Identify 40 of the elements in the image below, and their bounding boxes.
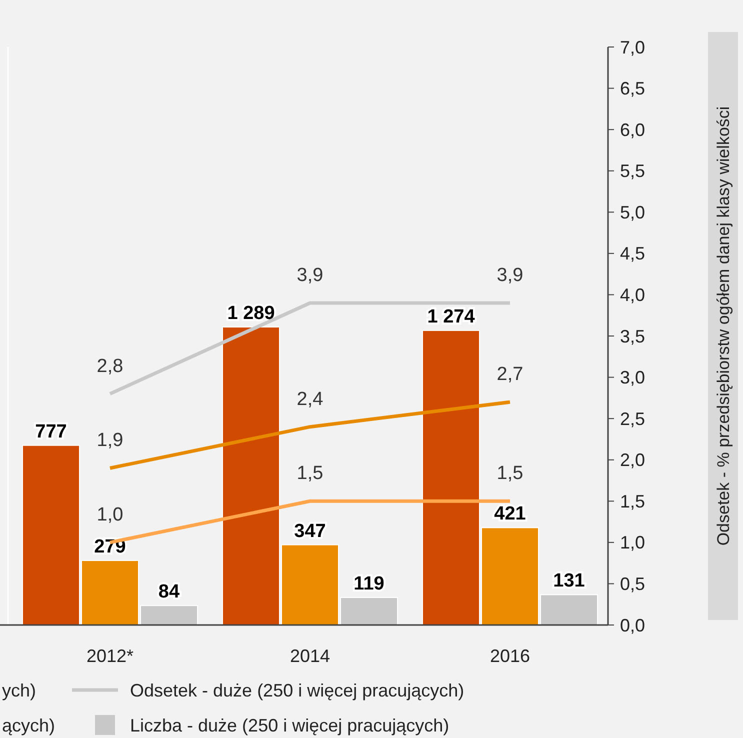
y2-tick-label: 1,5 [620,491,646,512]
x-tick-label: 2012* [86,646,134,666]
data-label: 1,5 [496,463,524,484]
y2-tick-label: 3,0 [620,368,646,388]
y2-tick-label: 5,5 [620,161,646,182]
y2-axis-title: Odsetek - % przedsiębiorstw ogółem danej klasy wielkości [714,106,733,546]
data-label: 3,9 [496,264,524,286]
data-label: 1 274 [427,306,476,328]
text: ących) [2,715,56,736]
data-label: 84 [158,582,180,603]
data-label: 2,4 [296,388,324,410]
y2-tick-label: 7,0 [620,37,646,58]
data-label: 1,9 [96,430,124,452]
data-label: 1 289 [227,302,275,324]
legend-label: Odsetek - duże (250 i więcej pracujących) [130,680,464,700]
data-label: 1,5 [296,463,324,484]
data-label: 119 [354,573,384,594]
data-label: 2,8 [96,356,124,377]
data-label: 1,0 [96,504,124,526]
data-label: 3,9 [296,264,324,286]
y2-tick-label: 5,0 [620,202,646,222]
y2-tick-label: 4,5 [620,244,646,264]
y2-tick-label: 4,0 [620,285,646,306]
data-label: 131 [553,570,586,592]
y2-tick-label: 0,0 [620,615,646,636]
data-label: 2,7 [496,364,524,386]
y2-tick-label: 6,5 [620,78,646,99]
y2-tick-label: 6,0 [620,120,646,140]
y2-tick-label: 2,0 [620,450,646,470]
x-tick-label: 2016 [490,646,530,666]
x-tick-label: 2014 [290,646,330,666]
legend-label: Liczba - duże (250 i więcej pracujących) [130,715,450,736]
data-label: 421 [494,504,526,525]
data-label: 347 [294,520,326,542]
y2-tick-label: 2,5 [620,408,646,429]
data-label: 777 [35,421,67,442]
y2-tick-label: 1,0 [620,532,646,553]
y2-tick-label: 0,5 [620,574,646,594]
text: ych) [2,680,36,700]
y2-tick-label: 3,5 [620,326,646,346]
